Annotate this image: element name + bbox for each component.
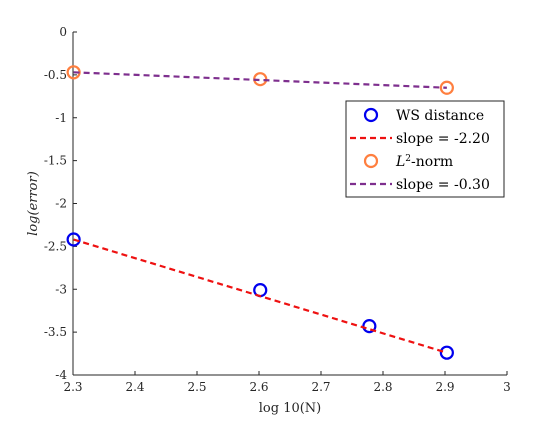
series-3	[73, 71, 447, 89]
fit-line	[73, 238, 448, 354]
data-point	[66, 232, 81, 247]
y-tick-label: -3	[55, 282, 67, 296]
y-tick-label: -2	[55, 197, 67, 211]
fit-line	[73, 71, 447, 89]
x-tick-label: 2.6	[249, 380, 268, 394]
x-tick-label: 2.9	[435, 380, 454, 394]
x-tick-label: 3	[503, 380, 511, 394]
legend-entry-label: WS distance	[396, 108, 484, 124]
data-layer	[66, 65, 454, 360]
legend-swatch	[363, 107, 379, 123]
data-point	[439, 80, 454, 95]
y-tick-label: 0	[59, 25, 67, 39]
y-tick-label: -4	[55, 368, 67, 382]
x-tick-label: 2.4	[125, 380, 144, 394]
x-axis-label: log 10(N)	[259, 401, 322, 416]
legend-entry-label: slope = -2.20	[396, 131, 490, 147]
axes-layer: 2.3 2.4 2.5 2.6 2.7 2.8 2.9 3 0 -0.5 -1 -1.5 -2 -2.5 -…	[26, 25, 511, 416]
series-2	[66, 65, 454, 95]
legend-swatch	[363, 153, 379, 169]
x-tick-label: 2.3	[63, 380, 82, 394]
legend-entry-label: slope = -0.30	[396, 177, 490, 193]
y-tick-label: -1	[55, 111, 67, 125]
y-tick-label: -2.5	[44, 239, 67, 253]
y-tick-label: -0.5	[44, 68, 67, 82]
x-tick-label: 2.5	[187, 380, 206, 394]
y-tick-label: -1.5	[44, 154, 67, 168]
data-point	[362, 319, 377, 334]
legend-box	[345, 100, 505, 198]
data-point	[439, 345, 454, 360]
x-tick-label: 2.8	[373, 380, 392, 394]
y-tick-label: -3.5	[44, 325, 67, 339]
x-tick-label: 2.7	[311, 380, 330, 394]
legend-entry-label: L2-norm	[395, 154, 453, 170]
legend: WS distance slope = -2.20 L2-norm slope = -…	[345, 100, 505, 198]
y-axis-label: log(error)	[26, 171, 41, 236]
series-1	[73, 238, 448, 354]
